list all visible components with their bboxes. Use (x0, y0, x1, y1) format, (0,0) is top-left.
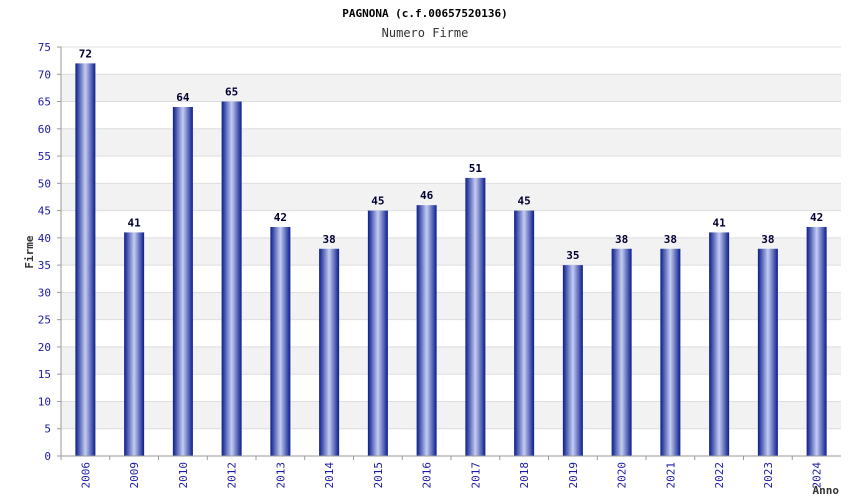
data-label: 64 (176, 91, 190, 104)
y-tick-label: 0 (44, 450, 51, 463)
x-tick-label: 2018 (518, 462, 531, 489)
bar (75, 63, 96, 457)
bar (465, 177, 486, 456)
x-axis-title: Anno (813, 484, 840, 497)
bar (514, 210, 535, 456)
chart-title: PAGNONA (c.f.00657520136) (342, 7, 508, 20)
x-tick-label: 2020 (616, 462, 629, 489)
bar (757, 248, 778, 456)
y-tick-label: 70 (38, 68, 51, 81)
y-tick-label: 15 (38, 368, 51, 381)
bar (319, 248, 340, 456)
data-label: 45 (371, 195, 384, 208)
x-tick-label: 2021 (664, 462, 677, 489)
x-tick-label: 2019 (567, 462, 580, 489)
x-tick-label: 2006 (79, 462, 92, 489)
x-tick-label: 2023 (762, 462, 775, 489)
data-label: 42 (274, 211, 287, 224)
bar (660, 248, 681, 456)
x-tick-label: 2024 (811, 462, 824, 489)
data-label: 41 (713, 216, 727, 229)
y-tick-label: 75 (38, 41, 51, 54)
y-tick-label: 60 (38, 123, 51, 136)
data-labels: 72 41 64 65 42 38 45 46 51 45 35 38 38 41 38 42 (79, 47, 824, 262)
bar (562, 265, 583, 456)
data-label: 41 (128, 216, 142, 229)
axes (60, 47, 841, 457)
x-tick-label: 2022 (713, 462, 726, 489)
y-tick-label: 30 (38, 286, 51, 299)
y-tick-label: 45 (38, 205, 51, 218)
y-tick-label: 5 (44, 423, 51, 436)
y-tick-label: 55 (38, 150, 51, 163)
bar (611, 248, 632, 456)
y-tick-label: 50 (38, 177, 51, 190)
data-label: 65 (225, 86, 238, 99)
x-tick-label: 2015 (372, 462, 385, 489)
x-tick-label: 2012 (226, 462, 239, 489)
x-tick-label: 2016 (421, 462, 434, 489)
y-axis-title: Firme (23, 235, 36, 268)
chart-subtitle: Numero Firme (382, 26, 469, 40)
x-axis-ticks: 2006 2009 2010 2012 2013 2014 2015 2016 2017 2018… (60, 456, 824, 489)
x-tick-label: 2014 (323, 462, 336, 489)
bar (124, 232, 145, 456)
x-tick-label: 2009 (128, 462, 141, 489)
data-label: 35 (566, 249, 579, 262)
bar (709, 232, 730, 456)
data-label: 38 (664, 233, 677, 246)
y-tick-label: 25 (38, 314, 51, 327)
data-label: 38 (323, 233, 336, 246)
data-label: 42 (810, 211, 823, 224)
x-tick-label: 2017 (469, 462, 482, 489)
y-tick-label: 10 (38, 395, 51, 408)
y-tick-label: 20 (38, 341, 51, 354)
data-label: 38 (761, 233, 774, 246)
data-label: 72 (79, 47, 92, 60)
x-tick-label: 2010 (177, 462, 190, 489)
y-tick-label: 40 (38, 232, 51, 245)
bar (270, 226, 291, 456)
bar (172, 106, 193, 456)
y-tick-label: 35 (38, 259, 51, 272)
data-label: 46 (420, 189, 434, 202)
y-axis-ticks: 0 5 10 15 20 25 30 35 40 45 50 55 60 65 70 75 (38, 41, 61, 463)
data-label: 45 (518, 195, 531, 208)
grid-band (61, 74, 841, 102)
x-tick-label: 2013 (274, 462, 287, 489)
data-label: 51 (469, 162, 483, 175)
bar (806, 226, 827, 456)
grid-band (61, 47, 841, 75)
bar (221, 101, 242, 457)
bar (416, 205, 437, 456)
bars (75, 63, 827, 457)
data-label: 38 (615, 233, 628, 246)
y-tick-label: 65 (38, 96, 51, 109)
bar (367, 210, 388, 456)
